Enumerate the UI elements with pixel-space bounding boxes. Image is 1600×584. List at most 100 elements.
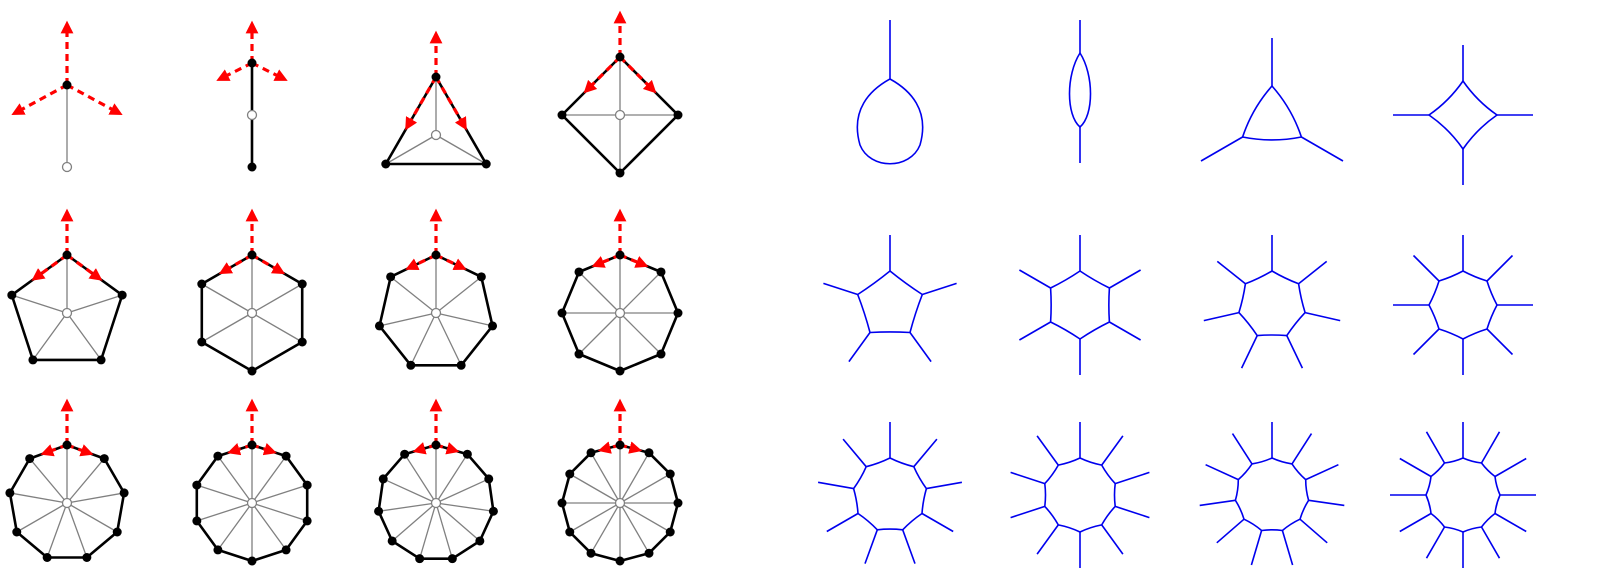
polygon-panel-1 xyxy=(11,20,123,173)
polygon-outline xyxy=(10,253,124,362)
vertex-dot xyxy=(615,250,625,260)
spoke xyxy=(390,276,437,314)
dual-leg xyxy=(1114,505,1150,519)
vertex-dot xyxy=(488,506,498,516)
dual-leg xyxy=(1494,457,1527,478)
spoke xyxy=(569,473,621,504)
dual-graph-panel-9 xyxy=(817,422,963,564)
vertex-dot xyxy=(615,440,625,450)
vertex-dot xyxy=(247,440,257,450)
vertex-dot xyxy=(415,554,425,564)
polygon-panel-9 xyxy=(5,398,129,563)
vertex-dot xyxy=(12,527,22,537)
spoke xyxy=(66,312,102,361)
vertex-dot xyxy=(374,506,384,516)
spoke xyxy=(404,453,437,504)
spoke xyxy=(378,502,437,512)
dual-leg xyxy=(1304,311,1341,322)
vertex-dot xyxy=(615,168,625,178)
dual-leg xyxy=(817,481,854,490)
vertex-dot xyxy=(574,267,584,277)
vertex-dot xyxy=(431,250,441,260)
left-arrow xyxy=(11,83,68,116)
vertex-dot xyxy=(557,498,567,508)
dual-leg xyxy=(1298,260,1328,285)
spoke xyxy=(217,455,253,504)
dual-leg xyxy=(826,512,859,533)
dual-leg xyxy=(1494,512,1527,533)
vertex-dot xyxy=(431,440,441,450)
polygon-outline xyxy=(8,443,126,559)
spoke xyxy=(382,478,437,504)
dual-leg xyxy=(1240,335,1258,369)
vertex-dot xyxy=(386,272,396,282)
left-polygon-panels xyxy=(5,10,683,566)
vertex-dot xyxy=(247,556,257,566)
center-dot xyxy=(61,307,73,319)
dual-leg xyxy=(1425,431,1446,464)
vertex-dot xyxy=(197,337,207,347)
vertex-dot xyxy=(673,110,683,120)
center-dot xyxy=(61,497,73,509)
right-dual-graph-panels xyxy=(817,20,1536,568)
spoke xyxy=(29,458,68,504)
dual-cycle xyxy=(1241,85,1303,141)
spoke xyxy=(590,452,621,504)
vertex-dot xyxy=(117,290,127,300)
spoke xyxy=(619,502,671,533)
vertex-dot xyxy=(387,536,397,546)
dual-leg xyxy=(1412,254,1440,282)
left-arrow xyxy=(218,253,253,275)
vertex-dot xyxy=(96,355,106,365)
dual-leg xyxy=(921,512,954,533)
dual-leg xyxy=(1291,433,1313,465)
dual-leg xyxy=(1480,526,1501,559)
spoke xyxy=(435,312,462,366)
vertex-dot xyxy=(462,449,472,459)
spoke xyxy=(16,502,68,533)
spoke xyxy=(196,484,253,504)
dual-lens xyxy=(1068,51,1092,129)
vertex-dot xyxy=(447,554,457,564)
dual-leg xyxy=(1101,524,1124,555)
spoke xyxy=(435,502,481,542)
vertex-dot xyxy=(484,474,494,484)
dual-cycle xyxy=(852,457,928,531)
dual-leg xyxy=(1205,463,1239,481)
vertex-dot xyxy=(62,440,72,450)
vertex-dot xyxy=(400,449,410,459)
spoke xyxy=(11,294,68,314)
vertex-dot xyxy=(476,272,486,282)
spoke xyxy=(435,478,490,504)
spoke xyxy=(46,502,68,558)
polygon-panel-2 xyxy=(216,20,288,172)
dual-leg xyxy=(1399,457,1432,478)
left-arrow xyxy=(405,76,438,131)
spoke xyxy=(391,502,437,542)
vertex-dot xyxy=(586,448,596,458)
spoke xyxy=(251,484,308,504)
dual-leg xyxy=(913,438,938,468)
spoke xyxy=(578,312,621,355)
polygon-panel-10 xyxy=(192,398,312,566)
spoke xyxy=(435,502,494,512)
vertex-dot xyxy=(302,480,312,490)
vertex-dot xyxy=(381,159,391,169)
dual-graph-panel-8 xyxy=(1393,235,1533,375)
spoke xyxy=(9,492,68,504)
vertex-dot xyxy=(586,548,596,558)
vertex-dot xyxy=(475,536,485,546)
vertex-dot xyxy=(62,80,72,90)
vertex-dot xyxy=(112,527,122,537)
vertex-dot xyxy=(644,548,654,558)
spoke xyxy=(201,312,253,343)
polygon-panel-6 xyxy=(197,208,307,376)
right-arrow xyxy=(66,83,123,116)
dual-leg xyxy=(1305,463,1339,481)
polygon-outline xyxy=(378,253,494,367)
spoke xyxy=(435,276,482,314)
spoke xyxy=(66,502,88,558)
spoke xyxy=(66,294,123,314)
dual-loop xyxy=(856,78,924,165)
